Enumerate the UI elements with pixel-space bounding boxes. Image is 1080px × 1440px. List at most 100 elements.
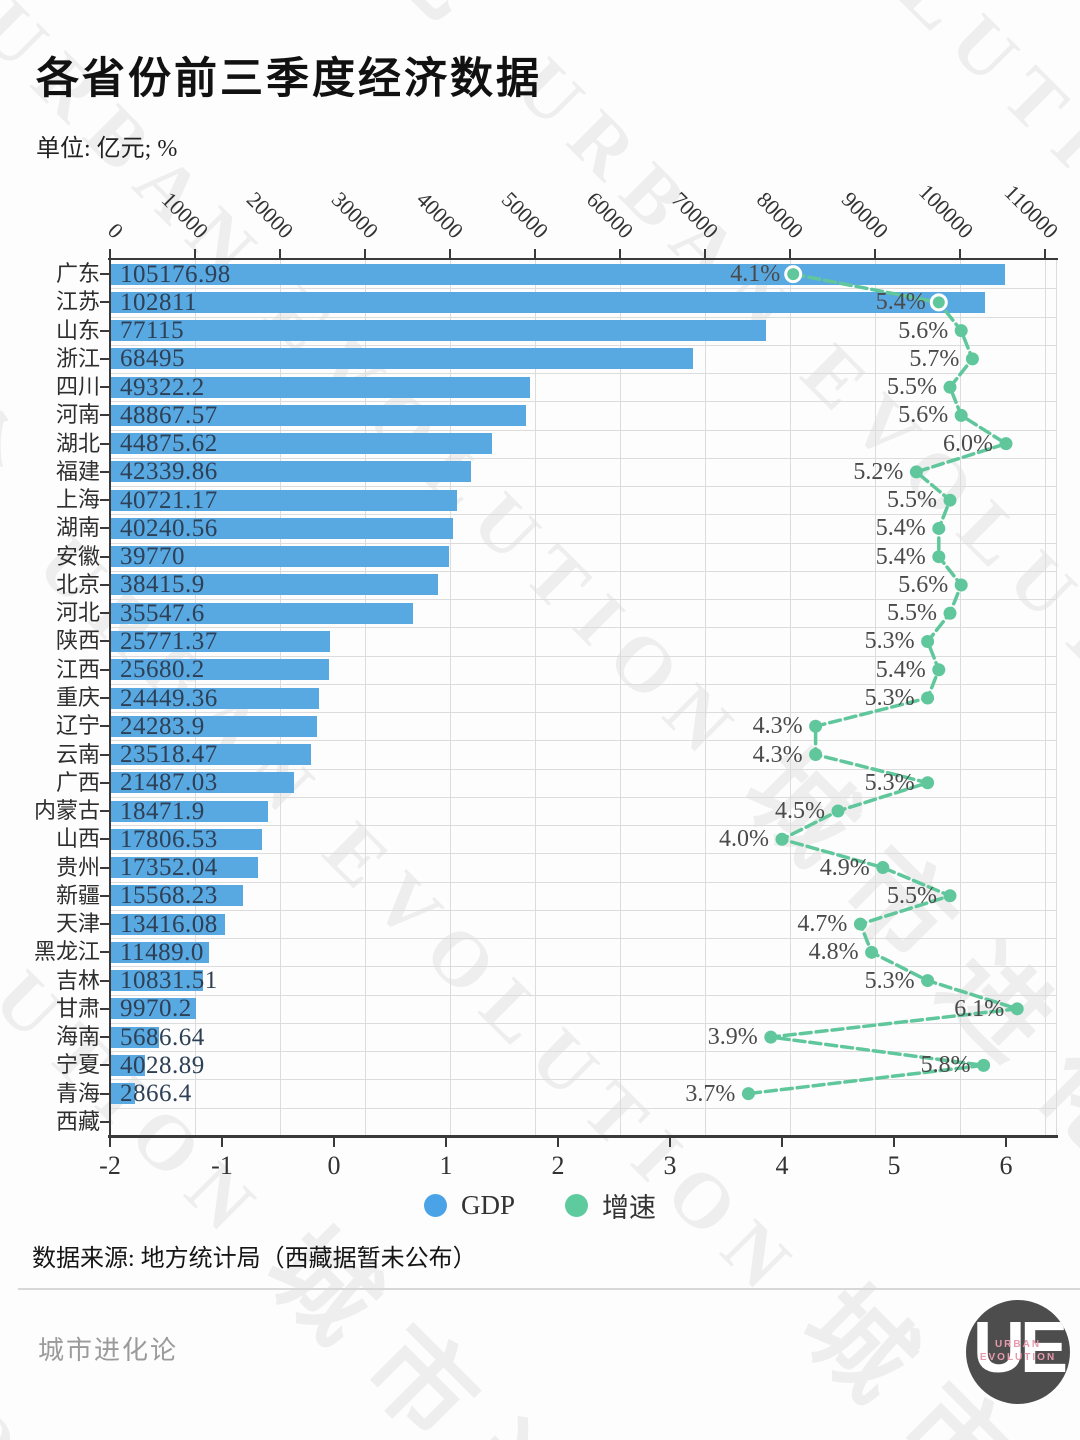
growth-axis-tick-label: -1 <box>211 1151 233 1180</box>
grid-line-vertical <box>535 260 536 1136</box>
grid-line-horizontal <box>110 344 1056 346</box>
gdp-value-label: 44875.62 <box>120 430 218 458</box>
province-label: 浙江 <box>55 345 100 371</box>
province-label: 江西 <box>55 656 100 682</box>
province-label: 陕西 <box>55 628 100 654</box>
gdp-bar <box>111 404 527 426</box>
growth-axis-tick <box>109 1138 111 1147</box>
province-label: 青海 <box>55 1080 100 1106</box>
gdp-axis-tick <box>449 249 451 258</box>
logo-wordmark-line1: URBAN <box>994 1339 1042 1350</box>
growth-marker <box>932 663 946 677</box>
grid-line-horizontal <box>110 316 1056 318</box>
province-axis-tick <box>100 386 109 389</box>
growth-value-label: 4.0% <box>719 826 769 853</box>
growth-value-label: 5.6% <box>898 571 949 598</box>
province-label: 贵州 <box>55 854 100 880</box>
province-label: 江苏 <box>55 289 100 315</box>
legend: GDP 增速 <box>0 1186 1080 1225</box>
gdp-bar <box>111 517 454 539</box>
grid-line-horizontal <box>110 1107 1056 1109</box>
gdp-value-label: 17806.53 <box>120 825 218 853</box>
province-axis-tick <box>100 442 109 445</box>
gdp-axis-tick <box>364 249 366 258</box>
province-axis-tick <box>100 838 109 841</box>
gdp-bar <box>111 970 204 992</box>
gdp-bar <box>111 687 319 709</box>
gdp-bar <box>111 348 694 370</box>
province-axis-tick <box>100 923 109 926</box>
growth-marker <box>741 1087 755 1101</box>
growth-marker <box>977 1058 991 1072</box>
gdp-value-label: 15568.23 <box>120 882 218 910</box>
gdp-bar <box>111 263 1005 285</box>
grid-line-horizontal <box>110 853 1056 855</box>
province-label: 山西 <box>55 826 100 852</box>
grid-line-vertical <box>365 260 366 1136</box>
growth-value-label: 5.6% <box>898 402 949 429</box>
gdp-value-label: 10831.51 <box>120 967 218 995</box>
gdp-value-label: 17352.04 <box>120 854 218 882</box>
grid-line-horizontal <box>110 1022 1056 1024</box>
growth-marker <box>809 719 823 733</box>
logo-wordmark-line2: EVOLUTION <box>979 1352 1057 1363</box>
province-axis-tick <box>100 668 109 671</box>
grid-line-horizontal <box>110 712 1056 714</box>
growth-axis-line <box>108 1135 1058 1138</box>
gdp-value-label: 39770 <box>120 543 185 571</box>
grid-line-horizontal <box>110 1051 1056 1053</box>
growth-marker <box>809 748 823 762</box>
growth-value-label: 4.9% <box>819 854 870 881</box>
province-label: 安徽 <box>55 543 100 569</box>
growth-value-label: 5.5% <box>887 600 937 627</box>
province-label: 辽宁 <box>55 713 100 739</box>
gdp-value-label: 5686.64 <box>120 1023 205 1051</box>
gdp-value-label: 11489.0 <box>120 938 204 966</box>
gdp-axis-line <box>108 258 1058 260</box>
gdp-bar <box>111 998 196 1020</box>
gdp-value-label: 2866.4 <box>120 1080 192 1108</box>
growth-axis-tick <box>333 1138 335 1147</box>
growth-axis-tick <box>1005 1138 1007 1147</box>
gdp-bar <box>111 800 268 822</box>
gdp-bar <box>111 461 471 483</box>
growth-axis-tick <box>557 1138 559 1147</box>
province-label: 云南 <box>55 741 100 767</box>
gdp-value-label: 25771.37 <box>120 627 218 655</box>
growth-axis-tick-label: 0 <box>327 1151 341 1180</box>
growth-marker <box>831 804 845 818</box>
province-label: 上海 <box>55 487 100 513</box>
province-axis-tick <box>100 357 109 360</box>
legend-item-gdp: GDP <box>423 1190 515 1221</box>
gdp-value-label: 40240.56 <box>120 514 218 542</box>
gdp-value-label: 9970.2 <box>120 995 192 1023</box>
gdp-value-label: 24449.36 <box>120 684 218 712</box>
growth-legend-label: 增速 <box>602 1193 656 1223</box>
growth-axis-tick <box>781 1138 783 1147</box>
growth-value-label: 5.3% <box>864 769 915 796</box>
grid-line-horizontal <box>110 627 1056 629</box>
footer-divider <box>18 1288 1080 1290</box>
province-axis-tick <box>100 301 109 304</box>
growth-axis-tick-label: -2 <box>99 1151 121 1180</box>
grid-line-horizontal <box>110 740 1056 742</box>
gdp-value-label: 23518.47 <box>120 741 218 769</box>
gdp-axis-tick <box>534 249 536 258</box>
province-axis-tick <box>100 979 109 982</box>
province-label: 广东 <box>55 261 100 287</box>
gdp-value-label: 49322.2 <box>120 373 205 401</box>
gdp-bar <box>111 857 259 879</box>
growth-axis-tick <box>669 1138 671 1147</box>
gdp-value-label: 13416.08 <box>120 910 218 938</box>
legend-item-growth: 增速 <box>565 1186 656 1225</box>
gdp-value-label: 42339.86 <box>120 458 218 486</box>
growth-marker <box>921 974 935 988</box>
gdp-bar <box>111 941 209 963</box>
gdp-axis-tick <box>619 249 621 258</box>
grid-line-horizontal <box>110 288 1056 290</box>
province-label: 吉林 <box>55 967 100 993</box>
grid-line-horizontal <box>110 768 1056 770</box>
growth-axis-tick-label: 6 <box>999 1151 1013 1180</box>
province-label: 山东 <box>55 317 100 343</box>
